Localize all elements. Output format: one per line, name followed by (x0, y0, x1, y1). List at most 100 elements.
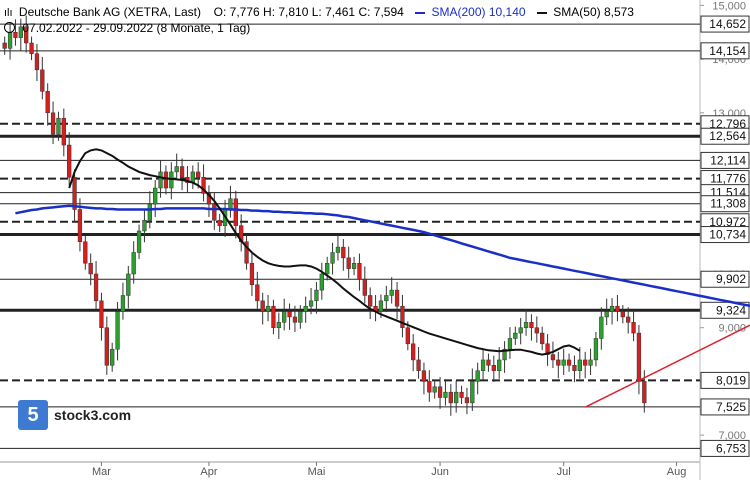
level-label-box (700, 151, 750, 169)
sma200-label: SMA(200) (431, 5, 486, 19)
sma50-swatch (536, 11, 547, 14)
candle-body (303, 305, 308, 312)
candle-body (126, 273, 131, 296)
candle-body (454, 391, 459, 404)
candle-body (561, 359, 566, 366)
candle-body (464, 397, 470, 404)
candle-body (615, 305, 620, 312)
candle-body (115, 311, 120, 350)
candle-body (255, 284, 260, 302)
candle-body (330, 252, 335, 264)
candle-body (378, 300, 384, 312)
y-tick-label: 9,000 (718, 323, 746, 335)
candle-body (308, 300, 314, 307)
level-label: 8,019 (716, 373, 746, 387)
candle-body (147, 203, 152, 221)
candle-body (351, 262, 357, 269)
sma50-line (68, 148, 581, 356)
candle-body (432, 386, 437, 393)
sma200-value: 10,140 (488, 5, 526, 19)
sma200-swatch (415, 11, 426, 14)
candle-body (292, 316, 298, 323)
candle-body (298, 311, 303, 323)
chart-header: ılı Deutsche Bank AG (XETRA, Last) O: 7,… (4, 5, 634, 19)
candle-body (486, 359, 491, 366)
sma50-label: SMA(50) (553, 5, 601, 19)
candle-body (18, 26, 23, 38)
candle-body (470, 381, 475, 404)
candle-body (540, 332, 545, 345)
level-label: 12,114 (710, 153, 746, 167)
candle-body (368, 295, 373, 307)
level-label-box (700, 195, 750, 213)
candle-body (104, 327, 109, 366)
candle-body (88, 262, 93, 275)
candle-body (626, 316, 631, 323)
candle-body (357, 262, 362, 280)
candle-body (34, 53, 40, 71)
candle-body (427, 381, 432, 393)
candle-body (636, 332, 642, 382)
sma200-line (15, 204, 750, 308)
clock-icon (4, 22, 15, 33)
candle-body (40, 69, 45, 92)
ohlc-values: O: 7,776 H: 7,810 L: 7,461 C: 7,594 (213, 5, 404, 19)
date-range: 07.02.2022 - 29.09.2022 (8 Monate, 1 Tag… (4, 21, 250, 35)
level-label: 14,652 (709, 17, 746, 31)
candle-body (61, 117, 66, 146)
level-label-box (700, 398, 750, 416)
candle-body (599, 316, 604, 339)
candle-body (212, 203, 217, 221)
candle-body (56, 117, 61, 135)
x-tick-label: Jul (557, 466, 571, 478)
candle-body (566, 359, 572, 366)
candle-body (50, 112, 56, 135)
candle-body (153, 187, 158, 205)
y-tick-label: 14,000 (712, 54, 746, 66)
candle-body (158, 171, 163, 189)
candle-body (163, 171, 169, 189)
candle-body (604, 311, 609, 318)
candle-body (201, 177, 206, 194)
candle-body (249, 262, 255, 285)
candle-body (529, 322, 534, 328)
level-label: 12,796 (709, 117, 746, 131)
trendline (584, 324, 750, 408)
x-tick-label: Aug (667, 466, 687, 478)
candle-body (513, 332, 518, 339)
candle-body (362, 279, 367, 296)
candle-body (206, 193, 212, 205)
x-tick-label: Mar (92, 466, 111, 478)
candle-body (421, 370, 427, 382)
stock3-logo-text: stock3.com (54, 407, 132, 423)
x-tick-label: Mai (308, 466, 326, 478)
candle-body (45, 91, 50, 114)
candle-body (437, 386, 443, 398)
level-label: 14,154 (709, 44, 746, 58)
candle-body (67, 144, 72, 178)
candle-body (609, 305, 615, 312)
level-label: 7,525 (716, 400, 746, 414)
date-range-text: 07.02.2022 - 29.09.2022 (8 Monate, 1 Tag… (22, 21, 251, 35)
candle-body (475, 370, 480, 382)
x-tick-label: Jun (431, 466, 449, 478)
candle-body (174, 166, 179, 173)
level-label: 11,308 (710, 197, 746, 211)
level-label-box (700, 127, 750, 145)
candle-body (271, 305, 276, 328)
candle-body (394, 289, 400, 307)
level-label-box (700, 371, 750, 389)
candle-body (190, 171, 195, 183)
level-label: 12,564 (709, 129, 746, 143)
candle-body (443, 391, 448, 398)
candle-body (276, 322, 281, 328)
candle-body (83, 241, 88, 264)
candle-body (265, 305, 271, 312)
level-label-box (700, 42, 750, 60)
candle-body (502, 348, 507, 361)
candle-body (497, 359, 502, 371)
candle-body (384, 295, 389, 302)
level-label: 10,734 (709, 228, 746, 242)
y-tick-label: 7,000 (718, 430, 746, 442)
